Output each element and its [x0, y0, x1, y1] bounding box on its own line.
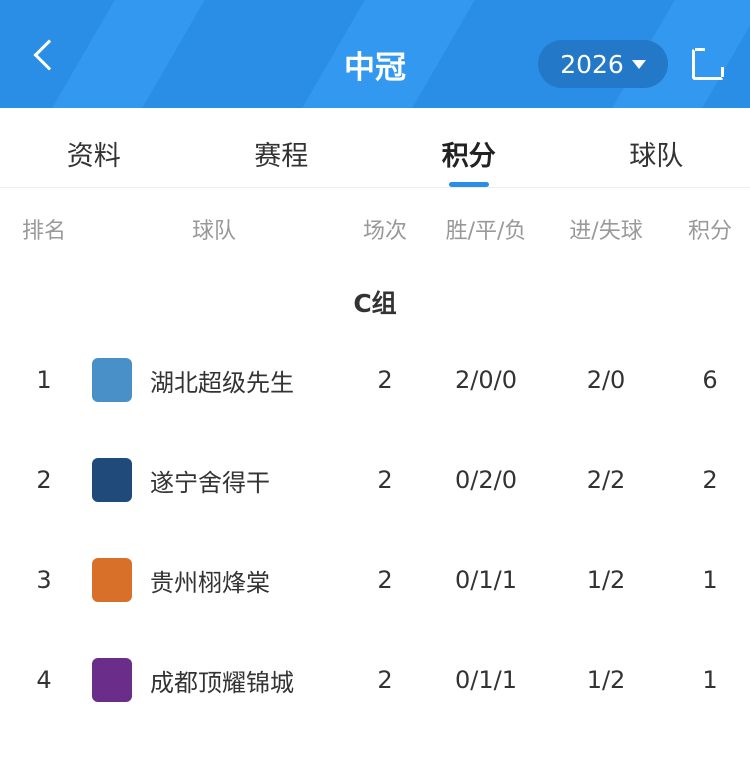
tab-info[interactable]: 资料: [66, 141, 121, 172]
team-logo-icon: [92, 358, 132, 402]
goals: 1/2: [586, 666, 626, 694]
col-goals: 进/失球: [569, 219, 643, 244]
points: 6: [702, 366, 718, 394]
table-row[interactable]: 2 遂宁舍得干 2 0/2/0 2/2 2: [0, 430, 750, 530]
col-wdl: 胜/平/负: [445, 219, 527, 244]
rank: 2: [36, 466, 52, 494]
tab-standings[interactable]: 积分: [375, 108, 563, 187]
rank: 3: [36, 566, 52, 594]
share-icon[interactable]: [692, 48, 724, 80]
points: 2: [702, 466, 718, 494]
table-row[interactable]: 1 湖北超级先生 2 2/0/0 2/0 6: [0, 330, 750, 430]
col-team: 球队: [191, 219, 236, 244]
tab-schedule[interactable]: 赛程: [254, 141, 309, 172]
tab-teams[interactable]: 球队: [629, 141, 684, 172]
wdl: 2/0/0: [455, 366, 517, 394]
year-value: 2026: [560, 49, 624, 79]
team-logo-icon: [92, 558, 132, 602]
caret-down-icon: [631, 59, 646, 69]
wdl: 0/2/0: [455, 466, 517, 494]
played: 2: [377, 366, 393, 394]
team-name[interactable]: 湖北超级先生: [150, 368, 294, 397]
rank: 4: [36, 666, 52, 694]
rank: 1: [36, 366, 52, 394]
table-row[interactable]: 4 成都顶耀锦城 2 0/1/1 1/2 1: [0, 630, 750, 730]
played: 2: [377, 666, 393, 694]
top-bar: 中冠 2026: [0, 0, 750, 108]
wdl: 0/1/1: [455, 566, 517, 594]
year-selector[interactable]: 2026: [538, 40, 668, 88]
points: 1: [702, 566, 718, 594]
page-title: 中冠: [344, 50, 406, 86]
played: 2: [377, 566, 393, 594]
col-rank: 排名: [21, 219, 66, 244]
goals: 1/2: [586, 566, 626, 594]
goals: 2/0: [586, 366, 626, 394]
col-points: 积分: [687, 219, 732, 244]
group-title: C组: [353, 289, 397, 318]
team-name[interactable]: 成都顶耀锦城: [150, 668, 294, 697]
table-row[interactable]: 3 贵州栩烽棠 2 0/1/1 1/2 1: [0, 530, 750, 630]
team-logo-icon: [92, 458, 132, 502]
team-name[interactable]: 贵州栩烽棠: [150, 568, 270, 597]
team-logo-icon: [92, 658, 132, 702]
played: 2: [377, 466, 393, 494]
wdl: 0/1/1: [455, 666, 517, 694]
table-header: 排名 球队 场次 胜/平/负 进/失球 积分: [0, 188, 750, 270]
goals: 2/2: [586, 466, 626, 494]
team-name[interactable]: 遂宁舍得干: [150, 468, 270, 497]
tab-bar: 资料 赛程 积分 球队: [0, 108, 750, 188]
points: 1: [702, 666, 718, 694]
col-played: 场次: [362, 219, 407, 244]
